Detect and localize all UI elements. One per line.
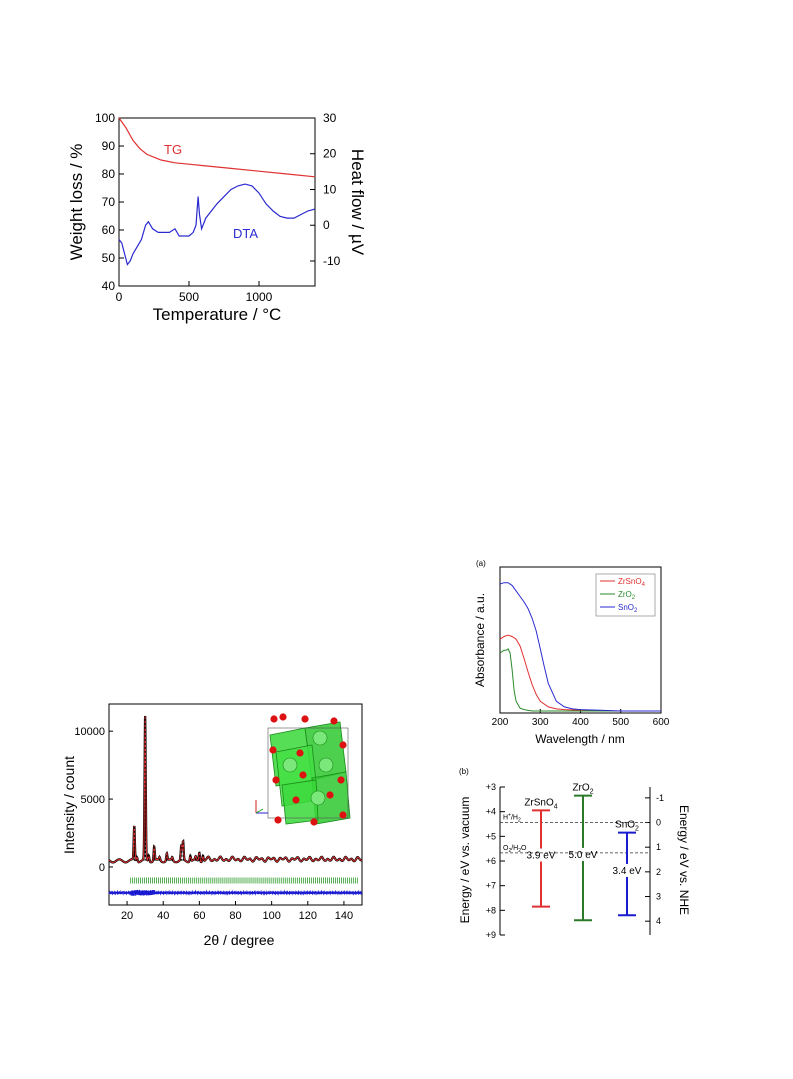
tg-x-tick-label: 500 bbox=[179, 290, 199, 304]
band-diagram: (b) +3 +4 +5 +6 +7 +8 +9 -1 0 1 2 3 4 H+/H2 O2/H2O 3… bbox=[458, 767, 691, 940]
absorbance-chart: (a) 200 300 400 500 600 ZrSnO4 ZrO2 SnO2 Wav… bbox=[473, 559, 670, 746]
tg-y-left-tick-label: 60 bbox=[102, 223, 116, 237]
band-reference-label: H+/H2 bbox=[503, 813, 521, 824]
tg-x-axis-label: Temperature / °C bbox=[153, 305, 282, 324]
legend-label-sno2: SnO2 bbox=[618, 603, 638, 614]
band-right-tick-label: -1 bbox=[656, 793, 664, 803]
absorbance-x-tick-label: 400 bbox=[572, 717, 589, 728]
xrd-x-tick-label: 100 bbox=[262, 910, 280, 922]
band-left-tick-label: +6 bbox=[486, 856, 496, 866]
tg-y-left-tick-label: 80 bbox=[102, 167, 116, 181]
band-right-tick-label: 2 bbox=[656, 867, 661, 877]
xrd-x-tick-label: 40 bbox=[157, 910, 169, 922]
tg-y-right-tick-label: 30 bbox=[323, 111, 337, 125]
tg-dta-chart: 0 500 1000 40 50 60 70 80 90 100 -10 0 10 20 30 TG D… bbox=[67, 111, 367, 324]
band-left-tick-label: +5 bbox=[486, 831, 496, 841]
absorbance-panel-label: (a) bbox=[476, 559, 486, 568]
absorbance-y-axis-label: Absorbance / a.u. bbox=[473, 593, 487, 687]
band-right-tick-label: 4 bbox=[656, 916, 661, 926]
xrd-y-tick-label: 10000 bbox=[74, 726, 105, 738]
band-zrsno4: 3.9 eV ZrSnO4 bbox=[524, 797, 558, 908]
material-name: SnO2 bbox=[615, 820, 639, 833]
band-reference-label: O2/H2O bbox=[503, 845, 527, 854]
xrd-difference-curve bbox=[108, 889, 363, 897]
band-right-axis-label: Energy / eV vs. NHE bbox=[677, 805, 691, 915]
band-left-axis-label: Energy / eV vs. vacuum bbox=[458, 797, 472, 924]
tg-y-left-tick-label: 70 bbox=[102, 195, 116, 209]
xrd-y-tick-label: 5000 bbox=[81, 794, 105, 806]
band-panel-label: (b) bbox=[459, 767, 469, 776]
tg-y-left-axis-label: Weight loss / % bbox=[67, 144, 86, 261]
band-left-tick-label: +4 bbox=[486, 807, 496, 817]
tg-y-right-axis-label: Heat flow / µV bbox=[348, 149, 367, 256]
band-left-tick-label: +9 bbox=[486, 930, 496, 940]
xrd-x-tick-label: 120 bbox=[299, 910, 317, 922]
absorbance-x-tick-label: 200 bbox=[492, 717, 509, 728]
tg-y-left-tick-label: 100 bbox=[95, 111, 115, 125]
xrd-x-axis-label: 2θ / degree bbox=[204, 932, 275, 948]
tg-series-label: TG bbox=[164, 142, 182, 157]
series-tg-line bbox=[118, 117, 316, 178]
tg-y-left-tick-label: 90 bbox=[102, 139, 116, 153]
dta-series-label: DTA bbox=[233, 226, 258, 241]
tg-y-left-tick-label: 40 bbox=[102, 279, 116, 293]
absorbance-x-tick-label: 300 bbox=[532, 717, 549, 728]
xrd-x-tick-label: 60 bbox=[193, 910, 205, 922]
tg-y-right-tick-label: 20 bbox=[323, 147, 337, 161]
xrd-calculated-profile bbox=[108, 715, 363, 863]
absorbance-legend: ZrSnO4 ZrO2 SnO2 bbox=[595, 573, 656, 617]
legend-label-zro2: ZrO2 bbox=[618, 590, 636, 601]
tg-dta-frame bbox=[118, 117, 316, 287]
absorbance-series-sno2 bbox=[499, 582, 661, 712]
xrd-y-tick-label: 0 bbox=[99, 862, 105, 874]
series-dta-line bbox=[118, 183, 316, 266]
band-zro2: 5.0 eV ZrO2 bbox=[569, 783, 598, 922]
band-left-tick-label: +3 bbox=[486, 782, 496, 792]
absorbance-x-tick-label: 500 bbox=[612, 717, 629, 728]
crystal-structure-inset bbox=[255, 713, 351, 826]
absorbance-x-axis-label: Wavelength / nm bbox=[535, 732, 625, 746]
tg-x-tick-label: 0 bbox=[116, 290, 123, 304]
xrd-chart: 20 40 60 80 100 120 140 0 5000 10000 bbox=[61, 703, 363, 948]
band-sno2: 3.4 eV SnO2 bbox=[613, 820, 642, 917]
tg-y-right-tick-label: -10 bbox=[323, 254, 341, 268]
absorbance-x-tick-label: 600 bbox=[653, 717, 670, 728]
band-gap-label: 3.4 eV bbox=[613, 866, 642, 877]
band-right-tick-label: 0 bbox=[656, 818, 661, 828]
band-right-tick-label: 1 bbox=[656, 842, 661, 852]
material-name: ZrSnO4 bbox=[524, 797, 557, 810]
band-gap-label: 3.9 eV bbox=[527, 851, 556, 862]
tg-y-right-tick-label: 0 bbox=[323, 218, 330, 232]
xrd-x-tick-label: 80 bbox=[229, 910, 241, 922]
tg-x-tick-label: 1000 bbox=[246, 290, 273, 304]
tg-y-left-tick-label: 50 bbox=[102, 251, 116, 265]
band-gap-label: 5.0 eV bbox=[569, 850, 598, 861]
xrd-y-axis-label: Intensity / count bbox=[61, 756, 77, 854]
band-right-tick-label: 3 bbox=[656, 892, 661, 902]
legend-label-zrsno4: ZrSnO4 bbox=[618, 577, 646, 588]
tg-y-right-tick-label: 10 bbox=[323, 182, 337, 196]
xrd-x-tick-label: 20 bbox=[121, 910, 133, 922]
material-name: ZrO2 bbox=[572, 783, 593, 796]
band-left-tick-label: +8 bbox=[486, 905, 496, 915]
xrd-x-tick-label: 140 bbox=[335, 910, 353, 922]
absorbance-series-zro2 bbox=[499, 648, 661, 712]
band-left-tick-label: +7 bbox=[486, 881, 496, 891]
absorbance-series-zrsno4 bbox=[499, 634, 661, 712]
